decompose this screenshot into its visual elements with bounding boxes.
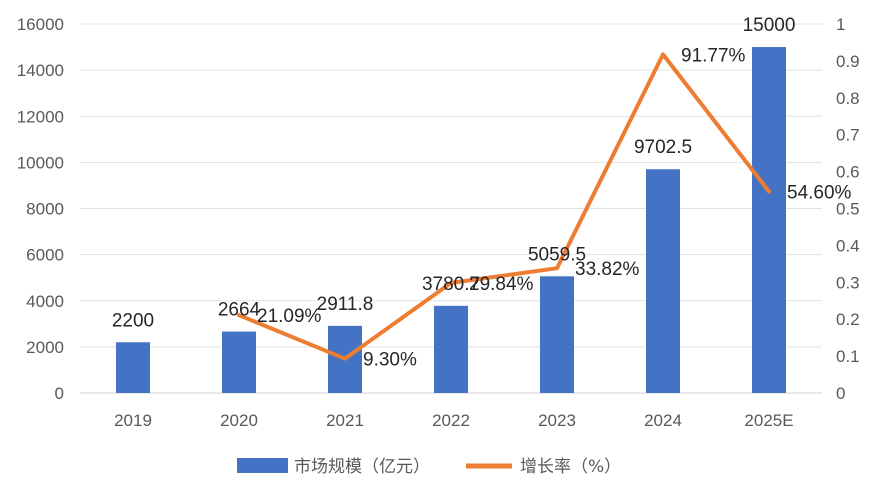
gridlines xyxy=(80,23,822,394)
bar xyxy=(116,342,150,393)
bar-data-label: 5059.5 xyxy=(528,244,586,265)
line-series xyxy=(237,52,771,361)
bar xyxy=(540,276,574,393)
bar-data-labels: 2200 2664 2911.8 3780.7 5059.5 9702.5 15000 xyxy=(112,15,796,331)
left-tick-label: 8000 xyxy=(26,200,64,219)
right-tick-label: 0.6 xyxy=(836,163,860,182)
bar xyxy=(646,169,680,393)
growth-rate-line xyxy=(237,52,771,361)
bar xyxy=(222,331,256,393)
right-tick-label: 0.9 xyxy=(836,52,860,71)
bar-data-label: 3780.7 xyxy=(422,274,480,295)
left-tick-label: 14000 xyxy=(17,61,64,80)
right-tick-label: 0.2 xyxy=(836,310,860,329)
x-tick-label: 2025E xyxy=(744,411,793,430)
legend-label-line: 增长率（%） xyxy=(520,457,621,477)
legend-swatch-bar xyxy=(237,458,288,473)
left-tick-label: 6000 xyxy=(26,246,64,265)
bar-data-label: 2664 xyxy=(218,300,261,321)
line-data-label: 29.84% xyxy=(469,274,534,295)
bar-data-label: 2200 xyxy=(112,310,154,331)
right-tick-label: 1 xyxy=(836,15,845,34)
right-tick-label: 0.3 xyxy=(836,273,860,292)
left-tick-label: 16000 xyxy=(17,15,64,34)
bar-data-label: 9702.5 xyxy=(634,137,692,158)
x-tick-label: 2024 xyxy=(644,411,682,430)
right-tick-label: 0 xyxy=(836,384,845,403)
right-tick-label: 0.7 xyxy=(836,126,860,145)
bar-data-label: 15000 xyxy=(743,15,796,36)
line-data-label: 21.09% xyxy=(257,306,322,327)
x-axis-ticks: 2019 2020 2021 2022 2023 2024 2025E xyxy=(114,411,794,430)
x-tick-label: 2020 xyxy=(220,411,258,430)
x-tick-label: 2022 xyxy=(432,411,470,430)
right-axis-ticks: 0 0.1 0.2 0.3 0.4 0.5 0.6 0.7 0.8 0.9 1 xyxy=(836,15,860,403)
line-data-label: 91.77% xyxy=(681,45,746,66)
left-tick-label: 0 xyxy=(55,384,64,403)
right-tick-label: 0.1 xyxy=(836,347,860,366)
x-tick-label: 2021 xyxy=(326,411,364,430)
left-axis-ticks: 0 2000 4000 6000 8000 10000 12000 14000 16000 xyxy=(17,15,64,403)
legend-label-bar: 市场规模（亿元） xyxy=(294,457,430,477)
left-tick-label: 4000 xyxy=(26,292,64,311)
right-tick-label: 0.4 xyxy=(836,236,860,255)
x-tick-label: 2019 xyxy=(114,411,152,430)
right-tick-label: 0.5 xyxy=(836,200,860,219)
right-tick-label: 0.8 xyxy=(836,89,860,108)
line-data-labels: 21.09% 9.30% 29.84% 33.82% 91.77% 54.60% xyxy=(257,45,852,370)
bar xyxy=(752,47,786,393)
bar xyxy=(434,305,468,393)
bar-series xyxy=(116,47,786,393)
x-tick-label: 2023 xyxy=(538,411,576,430)
line-data-label: 54.60% xyxy=(787,183,852,204)
left-tick-label: 10000 xyxy=(17,153,64,172)
bar-data-label: 2911.8 xyxy=(317,294,374,315)
left-tick-label: 2000 xyxy=(26,338,64,357)
left-tick-label: 12000 xyxy=(17,107,64,126)
line-data-label: 9.30% xyxy=(363,350,417,371)
line-data-label: 33.82% xyxy=(575,259,640,280)
legend: 市场规模（亿元） 增长率（%） xyxy=(237,457,621,477)
